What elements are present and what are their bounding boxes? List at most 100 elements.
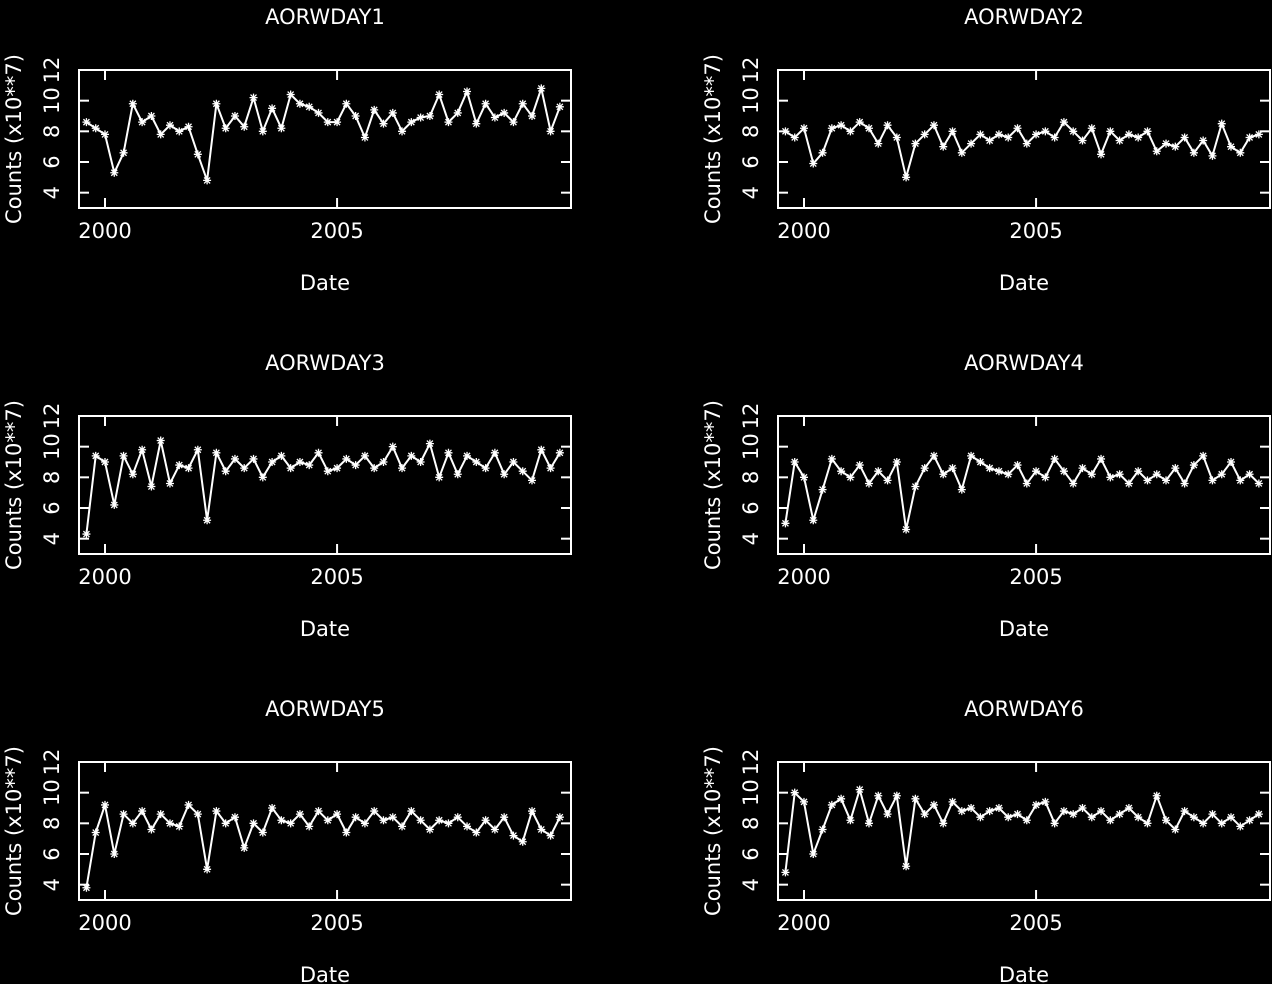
data-point — [193, 810, 202, 819]
data-point — [100, 130, 109, 139]
data-point — [1134, 813, 1143, 822]
data-point — [156, 130, 165, 139]
data-point — [212, 99, 221, 108]
data-point — [221, 467, 230, 476]
data-point — [892, 791, 901, 800]
data-point — [874, 139, 883, 148]
data-point — [1022, 816, 1031, 825]
data-point — [203, 516, 212, 525]
data-point — [790, 458, 799, 466]
data-point — [1134, 467, 1143, 476]
chart-title: AORWDAY2 — [964, 5, 1084, 29]
data-point — [967, 804, 976, 812]
data-point — [1050, 819, 1059, 828]
data-point — [976, 458, 985, 466]
data-point — [1032, 130, 1041, 139]
data-point — [1254, 810, 1263, 819]
data-point — [846, 816, 855, 825]
y-tick-label: 8 — [739, 125, 763, 138]
data-point — [1106, 127, 1115, 136]
data-point — [939, 819, 948, 828]
data-point — [864, 819, 873, 828]
data-point — [1217, 119, 1226, 128]
plot-frame — [777, 761, 1271, 901]
data-point — [1050, 133, 1059, 142]
data-point — [1069, 127, 1078, 136]
data-point — [809, 850, 818, 858]
data-point — [240, 843, 249, 852]
y-tick-label: 10 — [739, 779, 763, 806]
data-point — [388, 108, 397, 117]
data-point — [781, 519, 790, 528]
data-point — [1143, 819, 1152, 828]
x-axis-label: Date — [999, 617, 1049, 641]
x-axis-label: Date — [300, 271, 350, 295]
y-axis-label: Counts (x10**7) — [701, 400, 725, 570]
data-point — [1143, 476, 1152, 485]
data-point — [472, 828, 481, 837]
data-point — [286, 464, 295, 473]
data-point — [1152, 791, 1161, 800]
data-point — [119, 810, 128, 819]
data-point — [128, 819, 137, 828]
data-point — [957, 485, 966, 494]
x-tick-label: 2000 — [777, 911, 830, 935]
data-point — [342, 828, 351, 837]
data-line — [784, 454, 1260, 530]
y-tick-label: 6 — [40, 155, 64, 168]
data-point — [323, 467, 332, 476]
data-point — [416, 113, 425, 122]
y-tick-label: 12 — [739, 57, 763, 84]
data-point — [846, 127, 855, 136]
chart-title: AORWDAY5 — [265, 697, 385, 721]
data-point — [156, 810, 165, 819]
data-point — [555, 813, 564, 822]
data-point — [1180, 807, 1189, 816]
data-point — [994, 130, 1003, 139]
data-point — [1208, 810, 1217, 819]
data-point — [221, 124, 230, 133]
plot-frame — [78, 415, 572, 555]
data-point — [827, 454, 836, 463]
data-point — [444, 118, 453, 127]
data-point — [481, 99, 490, 108]
y-tick-label: 8 — [40, 125, 64, 138]
data-point — [1013, 124, 1022, 133]
chart-title: AORWDAY3 — [265, 351, 385, 375]
data-point — [128, 99, 137, 108]
data-point — [883, 121, 892, 130]
data-point — [902, 862, 911, 871]
data-point — [809, 159, 818, 168]
data-point — [911, 482, 920, 491]
chart-title: AORWDAY1 — [265, 5, 385, 29]
data-point — [883, 810, 892, 819]
x-tick-label: 2000 — [78, 219, 131, 243]
data-point — [985, 807, 994, 816]
data-point — [790, 133, 799, 142]
data-point — [1004, 470, 1013, 479]
data-point — [175, 822, 184, 831]
data-point — [453, 813, 462, 822]
y-tick-label: 10 — [40, 87, 64, 114]
data-point — [1208, 151, 1217, 160]
data-point — [305, 461, 314, 470]
y-tick-label: 6 — [40, 501, 64, 514]
data-point — [268, 804, 277, 812]
data-point — [249, 454, 258, 463]
y-axis-label: Counts (x10**7) — [2, 746, 26, 916]
data-point — [818, 148, 827, 157]
y-axis-label: Counts (x10**7) — [2, 54, 26, 224]
data-point — [855, 461, 864, 470]
data-point — [1245, 470, 1254, 479]
data-point — [295, 458, 304, 466]
data-point — [799, 473, 808, 482]
data-point — [268, 104, 277, 113]
data-point — [1041, 127, 1050, 136]
y-tick-label: 4 — [739, 878, 763, 891]
x-axis-label: Date — [300, 617, 350, 641]
y-tick-label: 8 — [739, 471, 763, 484]
data-point — [1078, 804, 1087, 812]
data-point — [537, 445, 546, 454]
data-point — [258, 828, 267, 837]
data-point — [939, 142, 948, 151]
